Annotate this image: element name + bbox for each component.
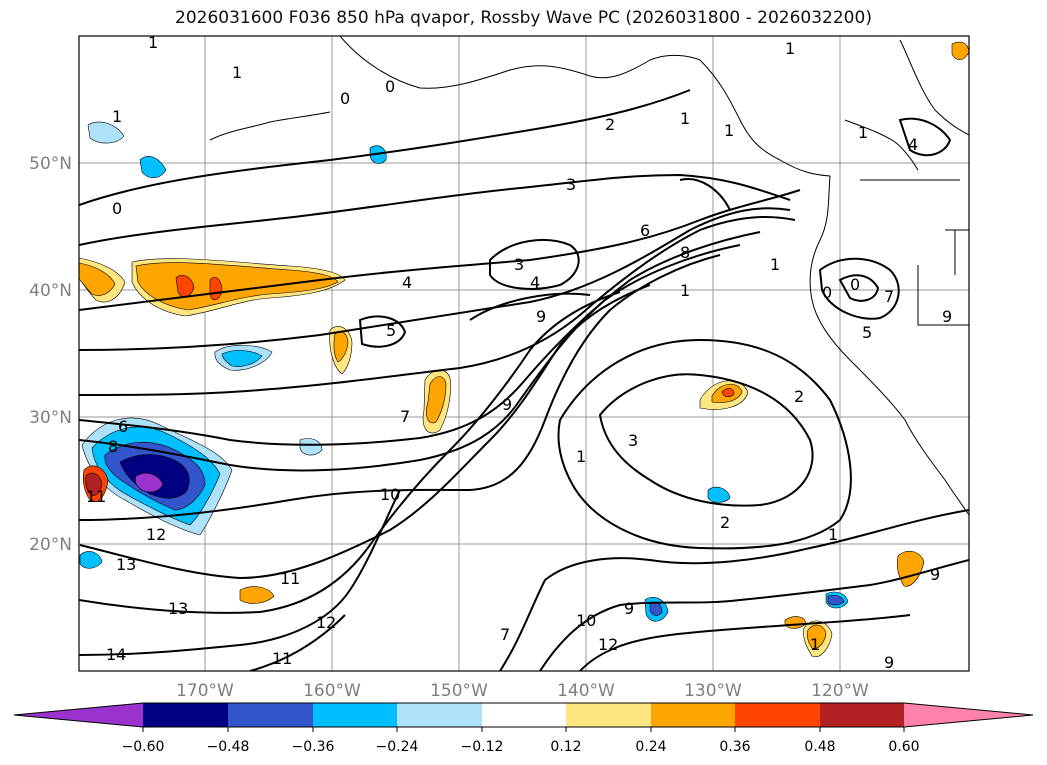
colorbar-tick: 0.36 (719, 739, 750, 755)
colorbar-tick: 0.12 (550, 739, 581, 755)
contour-label: 1 (785, 39, 795, 58)
contour-label: 3 (628, 431, 638, 450)
lat-label-50n: 50°N (29, 154, 72, 174)
contour-label: 1 (724, 121, 734, 140)
contour-label: 7 (884, 287, 894, 306)
lon-label-150w: 150°W (430, 681, 488, 701)
contour-label: 1 (576, 447, 586, 466)
lat-label-20n: 20°N (29, 535, 72, 555)
colorbar-tick: −0.24 (376, 739, 419, 755)
contour-label: 1 (148, 33, 158, 52)
lon-label-160w: 160°W (303, 681, 361, 701)
coastlines (209, 36, 969, 516)
colorbar-extend-low (14, 703, 143, 727)
lon-label-130w: 130°W (684, 681, 742, 701)
contour-label: 10 (380, 485, 400, 504)
colorbar-bin (820, 703, 904, 727)
contour-label: 2 (720, 513, 730, 532)
colorbar-tick: 0.60 (888, 739, 919, 755)
lon-label-120w: 120°W (811, 681, 869, 701)
colorbar: −0.60 −0.48 −0.36 −0.24 −0.12 0.12 0.24 … (13, 702, 1034, 755)
contour-label: 7 (400, 407, 410, 426)
colorbar-bin (651, 703, 735, 727)
lat-label-40n: 40°N (29, 281, 72, 301)
contour-label: 11 (280, 569, 300, 588)
contour-label: 1 (680, 281, 690, 300)
contours (79, 89, 969, 671)
colorbar-tick: −0.60 (122, 739, 165, 755)
contour-label: 1 (232, 63, 242, 82)
colorbar-bin (397, 703, 482, 727)
figure-title: 2026031600 F036 850 hPa qvapor, Rossby W… (175, 8, 872, 28)
contour-label: 1 (112, 107, 122, 126)
contour-label: 1 (828, 525, 838, 544)
contour-label: 13 (168, 599, 188, 618)
colorbar-tick: −0.36 (292, 739, 335, 755)
colorbar-bin (482, 703, 566, 727)
contour-label: 2 (605, 115, 615, 134)
contour-labels: 1 1 1 1 2 0 0 0 1 3 4 4 3 1 5 7 9 8 6 10… (86, 33, 952, 672)
colorbar-bin (228, 703, 313, 727)
contour-label: 9 (536, 307, 546, 326)
contour-label: 0 (822, 283, 832, 302)
shaded-anomalies (79, 41, 969, 658)
contour-label: 6 (118, 417, 128, 436)
contour-label: 4 (402, 273, 412, 292)
contour-label: 1 (810, 635, 820, 654)
colorbar-bin (735, 703, 820, 727)
contour-label: 0 (385, 77, 395, 96)
map-panel: 1 1 1 1 2 0 0 0 1 3 4 4 3 1 5 7 9 8 6 10… (79, 33, 969, 672)
contour-label: 11 (272, 649, 292, 668)
contour-label: 9 (884, 653, 894, 672)
contour-label: 3 (566, 175, 576, 194)
contour-label: 8 (108, 437, 118, 456)
map-frame (78, 35, 970, 672)
contour-label: 0 (112, 199, 122, 218)
contour-label: 9 (930, 565, 940, 584)
contour-label: 7 (500, 625, 510, 644)
contour-label: 9 (942, 307, 952, 326)
lat-labels: 50°N 40°N 30°N 20°N (29, 154, 72, 555)
contour-label: 13 (116, 555, 136, 574)
contour-label: 4 (530, 273, 540, 292)
contour-label: 9 (624, 599, 634, 618)
lat-label-30n: 30°N (29, 408, 72, 428)
contour-label: 14 (106, 645, 126, 664)
colorbar-bin (143, 703, 228, 727)
lon-label-140w: 140°W (557, 681, 615, 701)
colorbar-extend-high (904, 703, 1033, 727)
contour-label: 11 (86, 487, 106, 506)
colorbar-tick: 0.48 (804, 739, 835, 755)
contour-label: 12 (146, 525, 166, 544)
contour-label: 3 (514, 255, 524, 274)
lon-labels: 170°W 160°W 150°W 140°W 130°W 120°W (176, 681, 869, 701)
colorbar-tick: 0.24 (635, 739, 666, 755)
contour-label: 5 (862, 323, 872, 342)
contour-label: 1 (680, 109, 690, 128)
contour-label: 0 (850, 275, 860, 294)
contour-label: 4 (908, 135, 918, 154)
lon-label-170w: 170°W (176, 681, 234, 701)
contour-label: 1 (770, 255, 780, 274)
colorbar-bin (566, 703, 651, 727)
colorbar-bin (313, 703, 397, 727)
contour-label: 9 (502, 395, 512, 414)
colorbar-tick: −0.12 (461, 739, 504, 755)
contour-label: 2 (794, 387, 804, 406)
contour-label: 12 (598, 635, 618, 654)
contour-label: 12 (316, 613, 336, 632)
contour-label: 0 (340, 89, 350, 108)
contour-label: 10 (576, 611, 596, 630)
contour-label: 1 (858, 123, 868, 142)
contour-label: 8 (680, 243, 690, 262)
contour-label: 6 (640, 221, 650, 240)
colorbar-tick: −0.48 (207, 739, 250, 755)
contour-label: 5 (386, 321, 396, 340)
